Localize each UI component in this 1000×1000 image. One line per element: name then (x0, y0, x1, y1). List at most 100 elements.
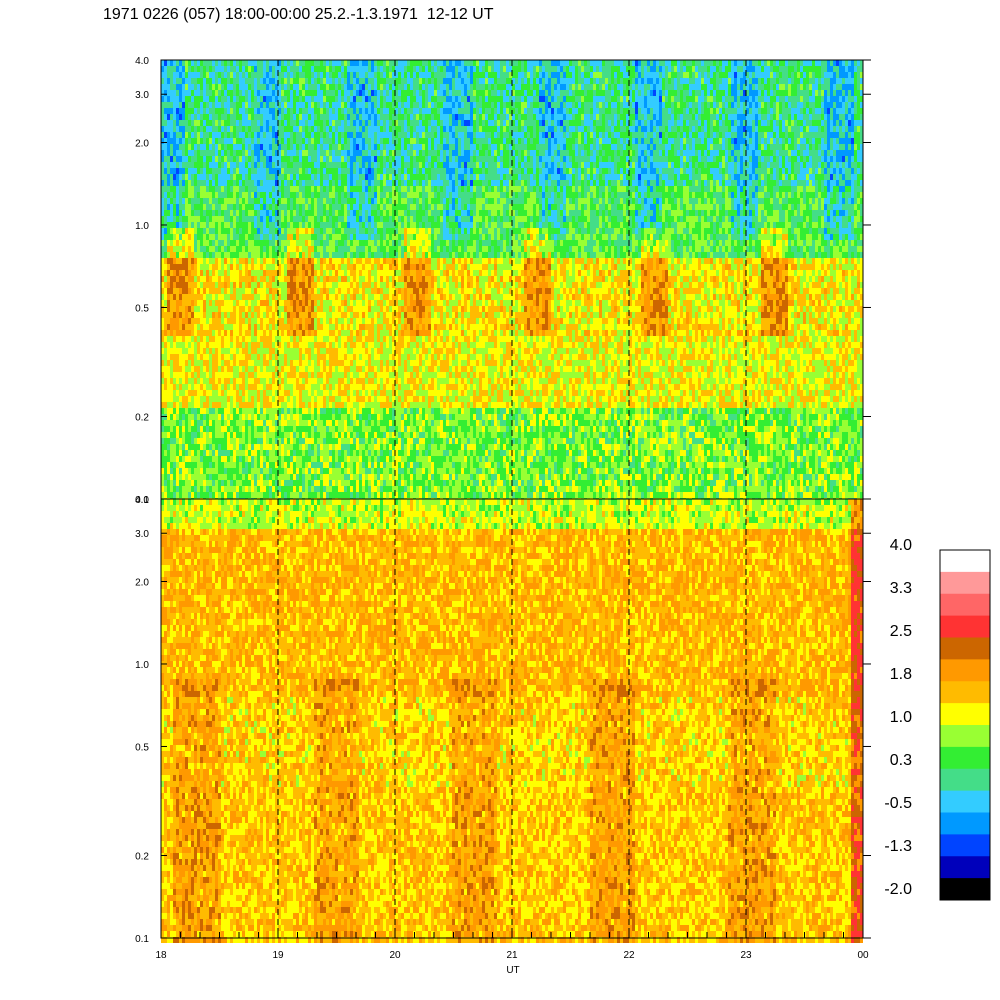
spectrogram-cell (281, 144, 284, 150)
spectrogram-cell (209, 474, 212, 480)
spectrogram-cell (194, 438, 197, 444)
spectrogram-cell (269, 378, 272, 384)
spectrogram-cell (287, 306, 290, 312)
spectrogram-cell (221, 402, 224, 408)
spectrogram-cell (308, 90, 311, 96)
spectrogram-cell (266, 450, 269, 456)
spectrogram-cell (293, 456, 296, 462)
spectrogram-cell (320, 384, 323, 390)
spectrogram-cell (197, 450, 200, 456)
spectrogram-cell (311, 462, 314, 468)
spectrogram-cell (248, 372, 251, 378)
spectrogram-cell (176, 138, 179, 144)
spectrogram-cell (236, 72, 239, 78)
spectrogram-cell (320, 150, 323, 156)
spectrogram-cell (245, 300, 248, 306)
spectrogram-cell (353, 270, 356, 276)
spectrogram-cell (287, 342, 290, 348)
spectrogram-cell (188, 102, 191, 108)
spectrogram-cell (278, 108, 281, 114)
spectrogram-cell (302, 294, 305, 300)
spectrogram-cell (197, 240, 200, 246)
spectrogram-cell (287, 288, 290, 294)
spectrogram-cell (203, 342, 206, 348)
spectrogram-cell (272, 276, 275, 282)
spectrogram-cell (284, 132, 287, 138)
spectrogram-cell (260, 450, 263, 456)
spectrogram-cell (239, 150, 242, 156)
spectrogram-cell (179, 348, 182, 354)
spectrogram-cell (269, 144, 272, 150)
spectrogram-cell (314, 396, 317, 402)
spectrogram-cell (212, 210, 215, 216)
spectrogram-cell (323, 336, 326, 342)
spectrogram-cell (359, 96, 362, 102)
spectrogram-cell (182, 414, 185, 420)
spectrogram-cell (248, 78, 251, 84)
spectrogram-cell (263, 330, 266, 336)
spectrogram-cell (308, 318, 311, 324)
spectrogram-cell (356, 402, 359, 408)
spectrogram-cell (302, 138, 305, 144)
spectrogram-cell (269, 138, 272, 144)
spectrogram-cell (215, 426, 218, 432)
spectrogram-cell (284, 432, 287, 438)
spectrogram-cell (203, 420, 206, 426)
spectrogram-cell (344, 456, 347, 462)
spectrogram-cell (251, 216, 254, 222)
spectrogram-cell (179, 132, 182, 138)
spectrogram-cell (254, 138, 257, 144)
spectrogram-cell (203, 144, 206, 150)
spectrogram-cell (308, 264, 311, 270)
spectrogram-cell (269, 96, 272, 102)
spectrogram-cell (233, 360, 236, 366)
spectrogram-cell (347, 306, 350, 312)
spectrogram-cell (305, 300, 308, 306)
spectrogram-cell (248, 462, 251, 468)
spectrogram-cell (344, 288, 347, 294)
spectrogram-cell (266, 372, 269, 378)
spectrogram-cell (269, 450, 272, 456)
spectrogram-cell (233, 324, 236, 330)
spectrogram-cell (167, 108, 170, 114)
spectrogram-cell (359, 168, 362, 174)
spectrogram-cell (245, 372, 248, 378)
spectrogram-cell (263, 354, 266, 360)
spectrogram-cell (290, 198, 293, 204)
spectrogram-cell (302, 162, 305, 168)
spectrogram-cell (296, 390, 299, 396)
spectrogram-cell (329, 384, 332, 390)
spectrogram-cell (302, 132, 305, 138)
spectrogram-cell (350, 318, 353, 324)
spectrogram-cell (173, 126, 176, 132)
spectrogram-cell (212, 252, 215, 258)
spectrogram-cell (209, 324, 212, 330)
spectrogram-cell (242, 162, 245, 168)
spectrogram-cell (230, 72, 233, 78)
spectrogram-cell (251, 486, 254, 492)
spectrogram-cell (200, 414, 203, 420)
spectrogram-cell (260, 60, 263, 66)
spectrogram-cell (272, 360, 275, 366)
spectrogram-cell (206, 126, 209, 132)
spectrogram-cell (239, 354, 242, 360)
spectrogram-cell (293, 486, 296, 492)
spectrogram-cell (296, 78, 299, 84)
spectrogram-cell (362, 108, 365, 114)
spectrogram-cell (233, 102, 236, 108)
spectrogram-cell (272, 102, 275, 108)
spectrogram-cell (317, 180, 320, 186)
spectrogram-cell (227, 450, 230, 456)
spectrogram-cell (275, 426, 278, 432)
spectrogram-cell (212, 402, 215, 408)
spectrogram-cell (278, 438, 281, 444)
spectrogram-cell (176, 60, 179, 66)
spectrogram-cell (221, 366, 224, 372)
spectrogram-cell (311, 450, 314, 456)
spectrogram-cell (308, 432, 311, 438)
spectrogram-cell (323, 66, 326, 72)
spectrogram-cell (200, 264, 203, 270)
spectrogram-cell (284, 270, 287, 276)
spectrogram-cell (212, 114, 215, 120)
spectrogram-cell (356, 216, 359, 222)
